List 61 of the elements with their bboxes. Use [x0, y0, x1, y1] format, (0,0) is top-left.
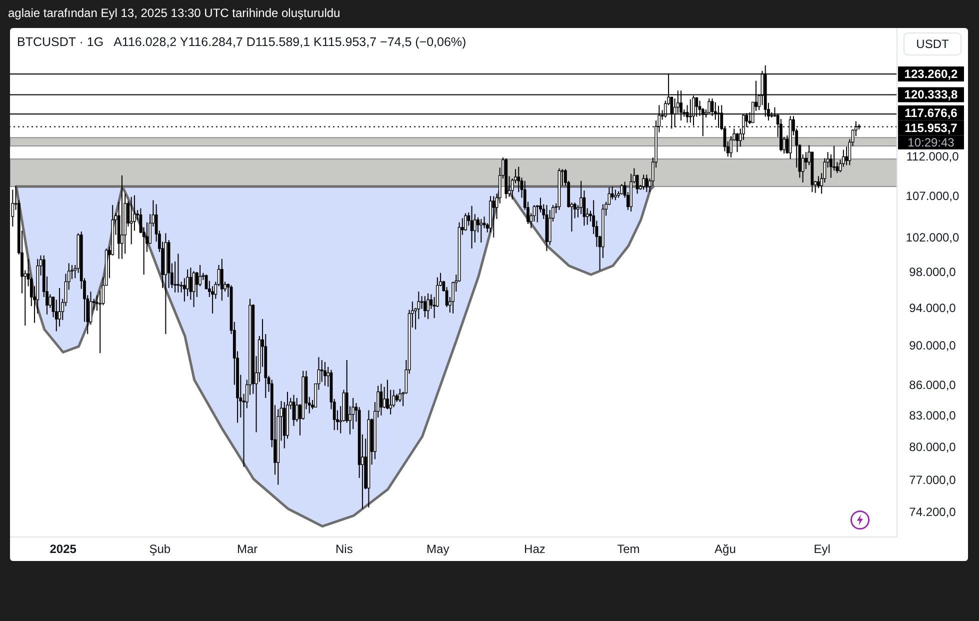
x-tick-label: Ağu	[714, 542, 736, 556]
candlestick	[120, 174, 124, 260]
candlestick	[480, 218, 483, 244]
candlestick	[176, 253, 180, 293]
candlestick	[620, 184, 624, 196]
y-tick-label: 102.000,0	[906, 230, 960, 244]
y-tick-label: 77.000,0	[909, 473, 956, 488]
ref-line-label: 115.953,7	[904, 120, 958, 135]
x-tick-label: Nis	[336, 542, 353, 556]
candlestick	[845, 146, 848, 166]
candlestick	[580, 180, 583, 215]
text: 10:29:43	[908, 135, 955, 150]
text: aglaie tarafından Eyl 13, 2025 13:30 UTC tarihinde oluşturuldu	[8, 6, 340, 20]
candlestick	[189, 267, 192, 300]
candlestick	[324, 361, 326, 386]
ref-line-label: 123.260,2	[904, 66, 958, 81]
candlestick	[614, 189, 617, 201]
y-tick-label: 98.000,0	[909, 264, 956, 279]
x-tick-label: Haz	[524, 542, 546, 556]
y-tick-label: 86.000,0	[909, 378, 956, 392]
candlestick	[382, 386, 386, 409]
candlestick	[804, 152, 808, 170]
y-tick-label: 74.200,0	[909, 505, 956, 520]
y-tick-label: 83.000,0	[909, 408, 956, 422]
candlestick	[320, 360, 324, 382]
candlestick	[398, 388, 402, 403]
candlestick	[220, 258, 224, 302]
candlestick	[645, 174, 648, 193]
candlestick	[426, 292, 430, 320]
x-tick-label: Tem	[617, 542, 640, 556]
candlestick	[642, 174, 645, 190]
candlestick	[58, 287, 61, 328]
x-tick-label: May	[426, 542, 450, 556]
candlestick	[423, 296, 426, 318]
x-tick-label: Şub	[149, 542, 171, 556]
candlestick	[54, 299, 58, 332]
candlestick	[492, 196, 496, 238]
candlestick	[817, 176, 820, 189]
candlestick	[48, 294, 52, 308]
y-tick-label: 107.000,0	[906, 189, 960, 204]
x-tick-label: Eyl	[814, 542, 830, 556]
y-tick-label: 80.000,0	[909, 440, 956, 454]
y-tick-label: 94.000,0	[909, 300, 956, 315]
text: USDT	[916, 37, 950, 51]
candlestick	[130, 196, 133, 245]
text: BTCUSDT · 1G	[17, 35, 104, 49]
y-tick-label: 112.000,0	[906, 150, 960, 164]
ref-line-label: 120.333,8	[904, 88, 958, 102]
x-tick-label: Mar	[237, 542, 258, 556]
x-tick-label: 2025	[50, 542, 77, 556]
candlestick	[548, 209, 552, 246]
candlestick	[464, 212, 467, 232]
candlestick	[389, 389, 392, 415]
ref-line-label: 117.676,6	[904, 106, 958, 120]
text: A116.028,2 Y116.284,7 D115.589,1 K115.953,7 −74,5 (−0,06%)	[114, 35, 466, 49]
candlestick	[420, 296, 424, 310]
candlestick	[198, 264, 202, 287]
candlestick	[174, 260, 177, 293]
candlestick	[536, 204, 539, 223]
y-tick-label: 90.000,0	[909, 338, 956, 353]
candlestick	[182, 278, 186, 302]
